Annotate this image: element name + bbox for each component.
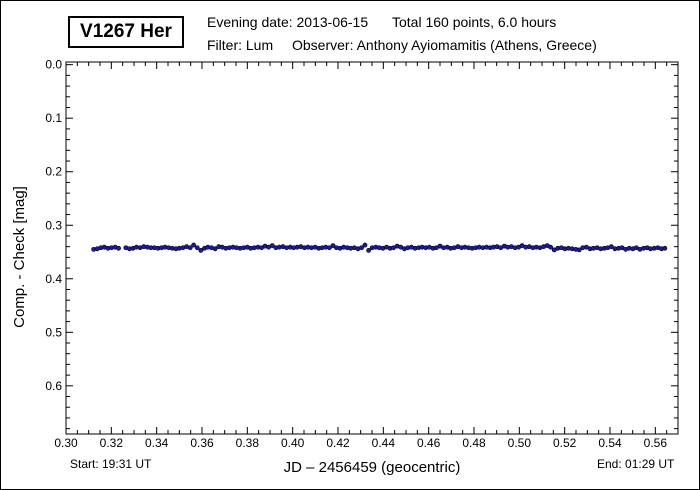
x-axis-ticks: 0.30 0.32 0.34 0.36 0.38 0.40 0.42 0.44 0.46 0.48… [54, 62, 679, 450]
y-tick-label: 0.5 [45, 325, 62, 339]
data-point [198, 248, 204, 253]
y-axis-label: Comp. - Check [mag] [11, 186, 28, 328]
start-time: Start: 19:31 UT [70, 457, 152, 471]
y-tick-label: 0.4 [45, 272, 62, 286]
filter-label: Filter: Lum [207, 37, 274, 53]
observer-label: Observer: Anthony Ayiomamitis (Athens, G… [292, 37, 597, 53]
x-tick-label: 0.52 [553, 436, 577, 450]
data-point [116, 245, 121, 251]
data-points [91, 242, 668, 253]
star-name-box: V1267 Her [68, 16, 184, 48]
x-tick-label: 0.42 [326, 436, 350, 450]
y-tick-label: 0.2 [45, 165, 62, 179]
x-tick-label: 0.50 [508, 436, 532, 450]
data-point [366, 248, 371, 253]
x-tick-label: 0.40 [281, 436, 305, 450]
data-point [212, 246, 218, 252]
x-tick-label: 0.32 [100, 436, 124, 450]
end-time: End: 01:29 UT [597, 457, 675, 471]
x-tick-label: 0.44 [372, 436, 396, 450]
data-point [326, 245, 332, 251]
x-axis-label: JD – 2456459 (geocentric) [284, 459, 461, 476]
data-point [362, 242, 368, 248]
x-tick-label: 0.46 [417, 436, 441, 450]
data-point [359, 245, 364, 251]
x-tick-label: 0.56 [644, 436, 668, 450]
data-point [662, 245, 668, 251]
data-point [548, 244, 554, 250]
data-point [330, 243, 336, 248]
total-points: Total 160 points, 6.0 hours [392, 14, 557, 30]
data-point [194, 245, 200, 251]
y-tick-label: 0.6 [45, 379, 62, 393]
x-tick-label: 0.30 [54, 436, 78, 450]
x-tick-label: 0.36 [190, 436, 214, 450]
evening-date: Evening date: 2013-06-15 [207, 14, 369, 30]
y-tick-label: 0.0 [45, 58, 62, 72]
y-tick-label: 0.3 [45, 218, 62, 232]
x-tick-label: 0.48 [462, 436, 486, 450]
x-tick-label: 0.54 [598, 436, 622, 450]
data-point [576, 247, 582, 253]
star-name: V1267 Her [80, 21, 172, 42]
data-point [608, 244, 614, 250]
y-axis-ticks: 0.0 0.1 0.2 0.3 0.4 0.5 0.6 [45, 58, 678, 430]
y-tick-label: 0.1 [45, 111, 62, 125]
data-point [191, 242, 197, 248]
data-point [187, 245, 193, 251]
data-point [269, 243, 275, 248]
x-tick-label: 0.34 [145, 436, 169, 450]
x-tick-label: 0.38 [236, 436, 260, 450]
